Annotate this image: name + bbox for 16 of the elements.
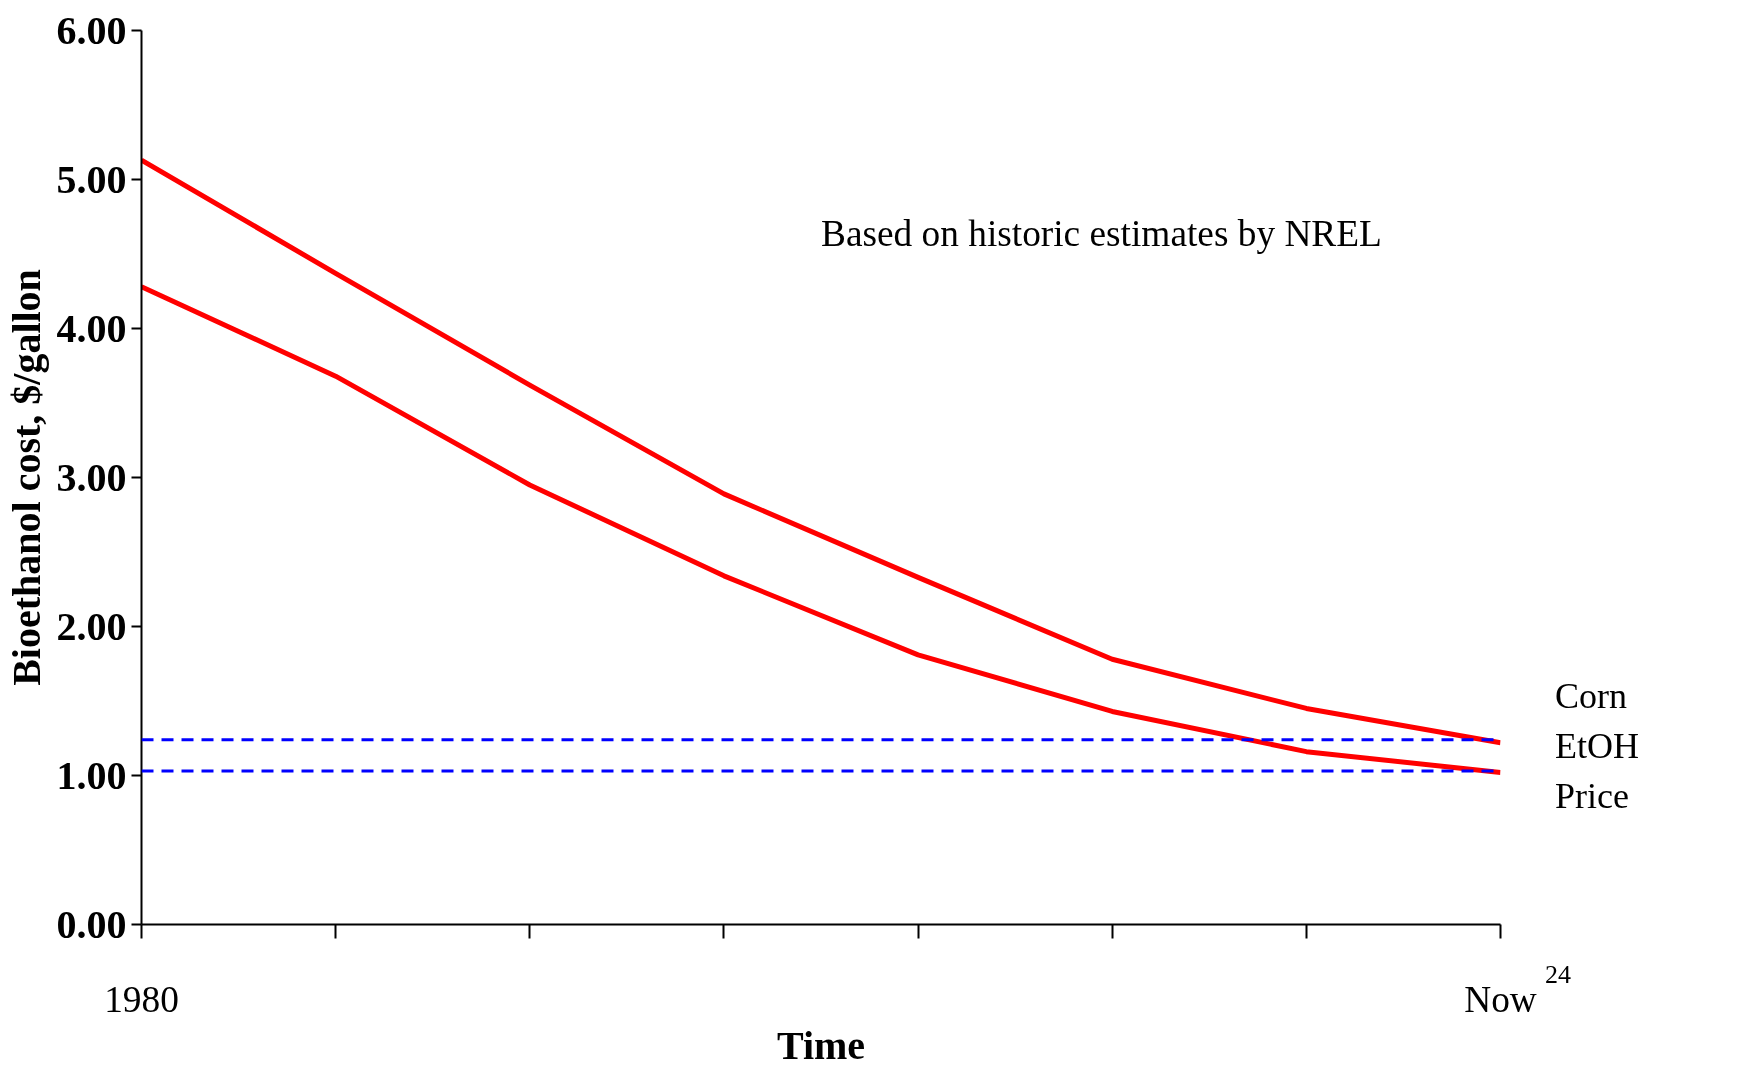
y-tick-label: 2.00 (56, 603, 127, 649)
y-tick-label: 5.00 (56, 156, 127, 202)
text: Corn (1555, 675, 1627, 717)
y-axis-title: Bioethanol cost, $/gallon (3, 269, 49, 686)
annotation: Based on historic estimates by NREL (821, 213, 1382, 254)
y-tick-label: 0.00 (56, 901, 127, 947)
x-tick-label: Now (1464, 978, 1537, 1020)
y-tick-label: 4.00 (56, 305, 127, 351)
text: Price (1555, 775, 1629, 817)
y-tick-label: 6.00 (56, 7, 127, 53)
text: EtOH (1555, 725, 1639, 767)
text: 24 (1545, 960, 1571, 990)
y-tick-label: 1.00 (56, 752, 127, 798)
y-tick-label: 3.00 (56, 454, 127, 500)
x-axis-title: Time (776, 1022, 866, 1068)
x-tick-label: 1980 (104, 978, 179, 1020)
